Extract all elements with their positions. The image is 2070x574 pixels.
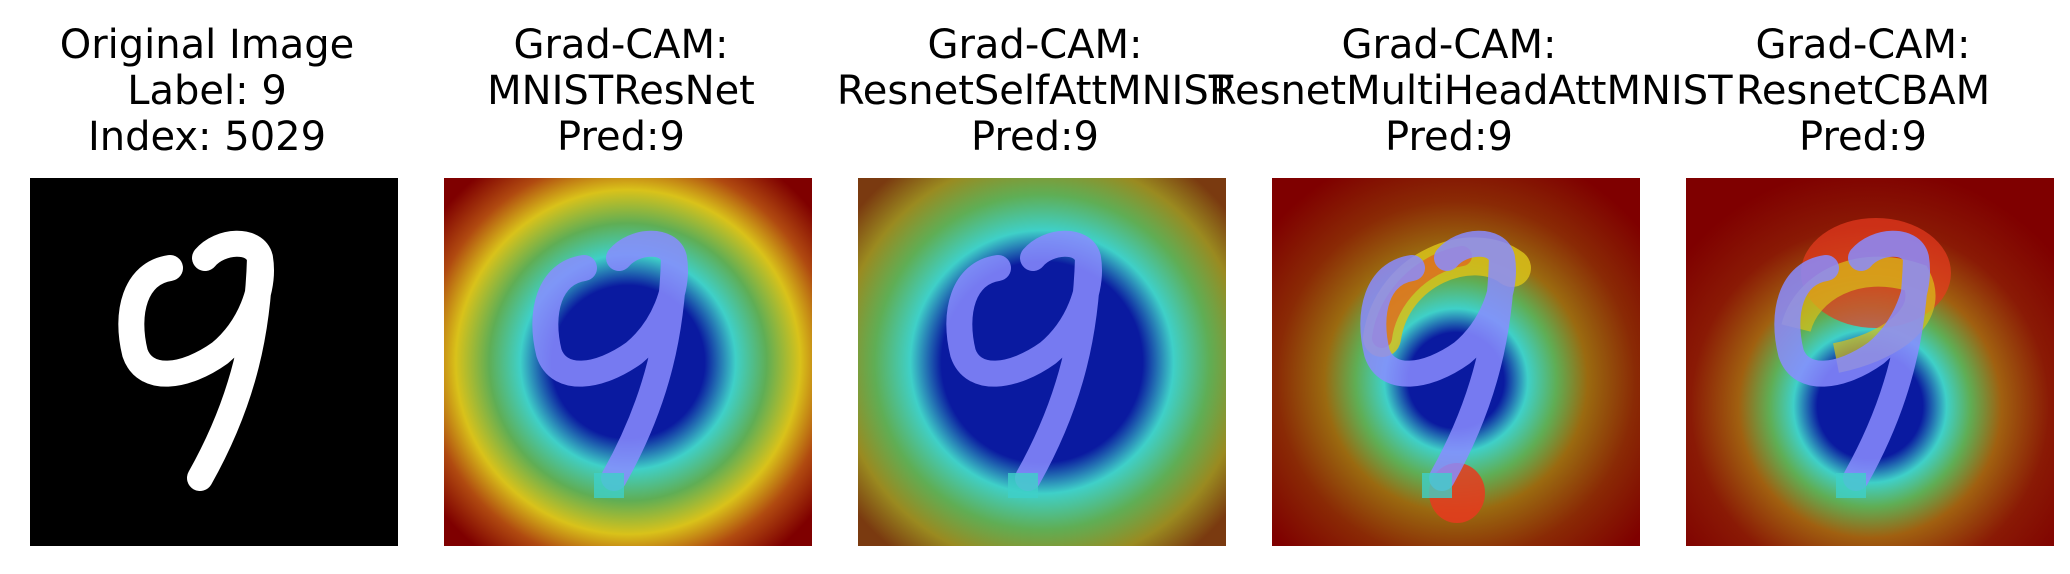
panel-title: Grad-CAM: ResnetCBAM Pred:9	[1623, 22, 2070, 160]
panel-title-line: ResnetCBAM	[1735, 68, 1991, 114]
gradcam-panel: Grad-CAM: ResnetSelfAttMNIST Pred:9	[828, 0, 1242, 574]
panel-title: Grad-CAM: ResnetMultiHeadAttMNIST Pred:9	[1209, 22, 1733, 160]
panel-title-line: Original Image	[59, 22, 355, 68]
panel-title: Grad-CAM: MNISTResNet Pred:9	[381, 22, 861, 160]
panel-title-line: Grad-CAM:	[927, 22, 1143, 68]
original-image-panel: Original Image Label: 9 Index: 5029	[0, 0, 414, 574]
gradcam-heatmap-image	[444, 178, 812, 546]
panel-title: Original Image Label: 9 Index: 5029	[0, 22, 447, 160]
panel-title-line: Pred:9	[557, 114, 685, 160]
panel-title-line: ResnetMultiHeadAttMNIST	[1209, 68, 1733, 114]
gradcam-panel: Grad-CAM: ResnetCBAM Pred:9	[1656, 0, 2070, 574]
panel-title-line: Label: 9	[127, 68, 287, 114]
gradcam-heatmap-image	[858, 178, 1226, 546]
gradcam-panel: Grad-CAM: MNISTResNet Pred:9	[414, 0, 828, 574]
panel-title-line: Grad-CAM:	[1341, 22, 1557, 68]
panel-title-line: Pred:9	[1799, 114, 1927, 160]
panel-title-line: Pred:9	[971, 114, 1099, 160]
mnist-digit-image	[30, 178, 398, 546]
panel-title-line: Pred:9	[1385, 114, 1513, 160]
panel-title-line: Index: 5029	[87, 114, 327, 160]
panel-title-line: MNISTResNet	[487, 68, 755, 114]
gradcam-heatmap-image	[1686, 178, 2054, 546]
panel-title-line: Grad-CAM:	[1755, 22, 1971, 68]
panel-title: Grad-CAM: ResnetSelfAttMNIST Pred:9	[795, 22, 1275, 160]
panel-title-line: ResnetSelfAttMNIST	[836, 68, 1234, 114]
panel-title-line: Grad-CAM:	[513, 22, 729, 68]
gradcam-heatmap-image	[1272, 178, 1640, 546]
gradcam-panel: Grad-CAM: ResnetMultiHeadAttMNIST Pred:9	[1209, 0, 1733, 574]
